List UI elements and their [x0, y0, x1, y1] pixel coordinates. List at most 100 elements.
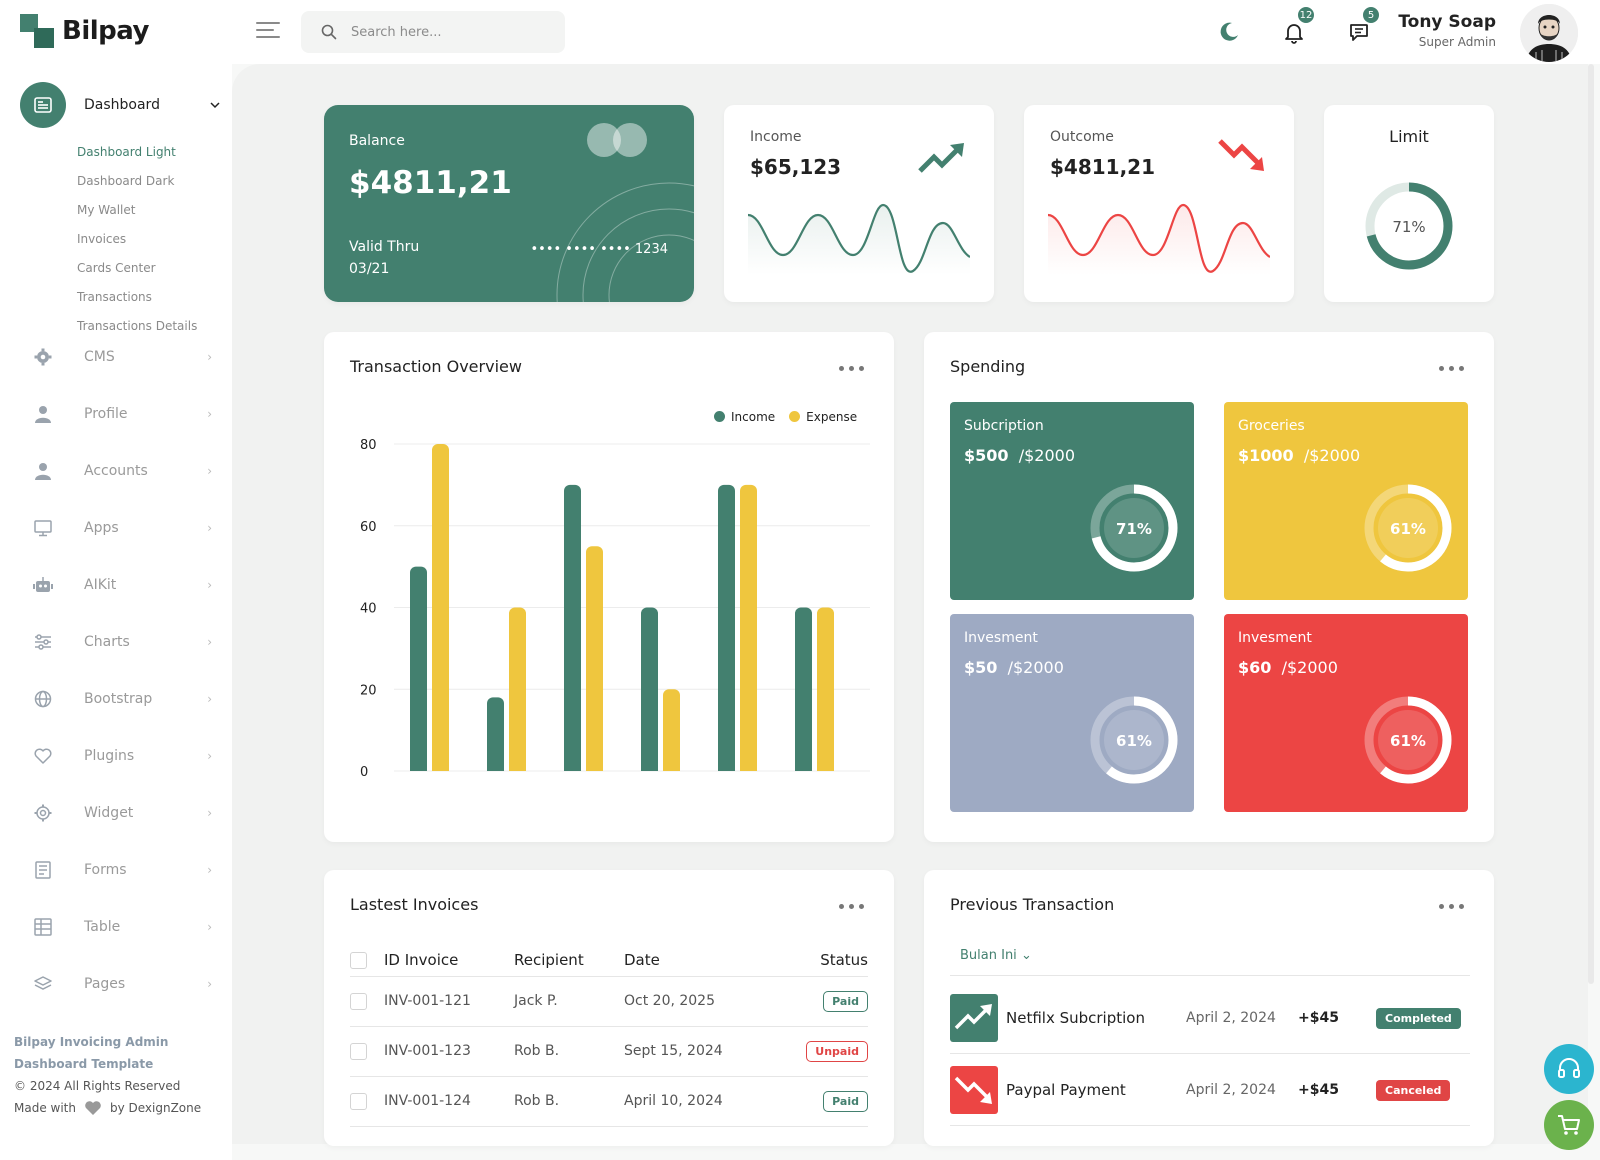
limit-donut: 71%	[1365, 182, 1453, 270]
chevron-right-icon: ›	[207, 977, 212, 991]
submenu-item[interactable]: Transactions	[77, 290, 152, 304]
submenu-item[interactable]: Dashboard Dark	[77, 174, 175, 188]
page-scrollbar[interactable]	[1588, 64, 1594, 984]
income-card[interactable]: Income $65,123	[724, 105, 994, 302]
sidebar-item-cms[interactable]: CMS ›	[32, 342, 212, 372]
overview-more-button[interactable]	[839, 366, 869, 376]
list-item[interactable]: Netfilx Subcription April 2, 2024 +$45 Comp…	[950, 982, 1470, 1054]
invoice-id: INV-001-124	[384, 1076, 514, 1127]
footer-made-with: Made with	[14, 1101, 76, 1115]
bell-icon	[1285, 24, 1303, 44]
limit-card[interactable]: Limit 71%	[1324, 105, 1494, 302]
income-bar-base	[795, 765, 812, 771]
column-header[interactable]: Recipient	[514, 944, 624, 977]
sidebar-item-widget[interactable]: Widget ›	[32, 798, 212, 828]
spending-tile-value: $50 /$2000	[964, 658, 1064, 677]
notifications-button[interactable]: 12	[1274, 5, 1316, 52]
spending-title: Spending	[950, 357, 1026, 376]
column-header[interactable]: ID Invoice	[384, 944, 514, 977]
income-bar[interactable]	[487, 697, 504, 771]
income-sparkline	[748, 203, 970, 275]
menu-toggle-button[interactable]	[256, 22, 280, 40]
spending-more-button[interactable]	[1439, 366, 1469, 376]
transaction-name: Netfilx Subcription	[1006, 1008, 1145, 1027]
expense-bar[interactable]	[586, 546, 603, 771]
cart-button[interactable]	[1544, 1100, 1594, 1150]
sidebar-item-label: Bootstrap	[84, 691, 153, 707]
sidebar-item-accounts[interactable]: Accounts ›	[32, 456, 212, 486]
invoices-table: ID Invoice Recipient Date Status INV-001…	[350, 944, 868, 1127]
sidebar-item-charts[interactable]: Charts ›	[32, 627, 212, 657]
sidebar-item-table[interactable]: Table ›	[32, 912, 212, 942]
sidebar-item-dashboard[interactable]: Dashboard	[20, 82, 220, 128]
expense-bar[interactable]	[817, 607, 834, 772]
expense-bar[interactable]	[432, 444, 449, 771]
table-row[interactable]: INV-001-123 Rob B. Sept 15, 2024 Unpaid	[350, 1026, 868, 1077]
income-amount: $65,123	[750, 155, 842, 179]
moon-icon	[1220, 22, 1238, 41]
invoice-id: INV-001-121	[384, 976, 514, 1027]
submenu-item[interactable]: My Wallet	[77, 203, 136, 217]
income-bar[interactable]	[641, 607, 658, 772]
status-badge: Completed	[1376, 1007, 1461, 1029]
app-logo[interactable]: Bilpay	[20, 14, 149, 48]
sidebar-item-plugins[interactable]: Plugins ›	[32, 741, 212, 771]
sidebar-item-forms[interactable]: Forms ›	[32, 855, 212, 885]
user-info[interactable]: Tony Soap Super Admin	[1398, 12, 1496, 49]
sidebar-item-profile[interactable]: Profile ›	[32, 399, 212, 429]
y-tick-label: 40	[360, 602, 377, 617]
limit-label: Limit	[1389, 127, 1429, 146]
spending-tile[interactable]: Subcription $500 /$2000 71%	[950, 402, 1194, 600]
table-row[interactable]: INV-001-124 Rob B. April 10, 2024 Paid	[350, 1076, 868, 1127]
row-checkbox[interactable]	[350, 1092, 367, 1110]
spending-percent: 61%	[1116, 732, 1152, 750]
heart-icon	[32, 745, 54, 767]
spending-tile[interactable]: Groceries $1000 /$2000 61%	[1224, 402, 1468, 600]
income-bar[interactable]	[795, 607, 812, 772]
submenu-item[interactable]: Dashboard Light	[77, 145, 176, 159]
outcome-card[interactable]: Outcome $4811,21	[1024, 105, 1294, 302]
messages-button[interactable]: 5	[1339, 5, 1381, 52]
sidebar-item-apps[interactable]: Apps ›	[32, 513, 212, 543]
support-button[interactable]	[1544, 1044, 1594, 1094]
invoices-more-button[interactable]	[839, 904, 869, 914]
spending-tile-title: Invesment	[1238, 630, 1312, 646]
spending-tile[interactable]: Invesment $60 /$2000 61%	[1224, 614, 1468, 812]
dark-mode-toggle[interactable]	[1209, 12, 1249, 52]
transaction-date: April 2, 2024	[1186, 1009, 1276, 1026]
list-item[interactable]: Paypal Payment April 2, 2024 +$45 Canceled	[950, 1054, 1470, 1126]
chat-icon	[1350, 24, 1368, 41]
row-checkbox[interactable]	[350, 992, 367, 1010]
row-checkbox[interactable]	[350, 1042, 367, 1060]
sidebar-item-pages[interactable]: Pages ›	[32, 969, 212, 999]
search-input[interactable]	[351, 24, 541, 40]
transactions-more-button[interactable]	[1439, 904, 1469, 914]
column-header[interactable]: Date	[624, 944, 774, 977]
expense-bar[interactable]	[663, 689, 680, 771]
select-all-checkbox[interactable]	[350, 951, 367, 969]
submenu-item[interactable]: Transactions Details	[77, 319, 198, 333]
income-bar[interactable]	[410, 566, 427, 771]
spending-tile[interactable]: Invesment $50 /$2000 61%	[950, 614, 1194, 812]
balance-card[interactable]: Balance $4811,21 Valid Thru 03/21 •••• •…	[324, 105, 694, 302]
form-icon	[32, 859, 54, 881]
submenu-item[interactable]: Invoices	[77, 232, 127, 246]
income-bar[interactable]	[718, 484, 735, 771]
period-filter-dropdown[interactable]: Bulan Ini ⌄	[960, 948, 1032, 963]
sidebar-item-aikit[interactable]: AIKit ›	[32, 570, 212, 600]
invoice-date: April 10, 2024	[624, 1076, 774, 1127]
column-header[interactable]: Status	[774, 944, 868, 977]
spending-tile-title: Subcription	[964, 418, 1044, 434]
sidebar-item-bootstrap[interactable]: Bootstrap ›	[32, 684, 212, 714]
table-row[interactable]: INV-001-121 Jack P. Oct 20, 2025 Paid	[350, 976, 868, 1027]
spending-donut: 61%	[1364, 484, 1452, 572]
chevron-right-icon: ›	[207, 578, 212, 592]
footer-title: Bilpay Invoicing Admin Dashboard Templat…	[14, 1035, 169, 1071]
submenu-item[interactable]: Cards Center	[77, 261, 156, 275]
income-bar[interactable]	[564, 484, 581, 771]
avatar[interactable]	[1520, 4, 1578, 62]
chart-legend: Income Expense	[714, 410, 857, 424]
expense-bar[interactable]	[509, 607, 526, 772]
gear-icon	[32, 346, 54, 368]
expense-bar[interactable]	[740, 484, 757, 771]
